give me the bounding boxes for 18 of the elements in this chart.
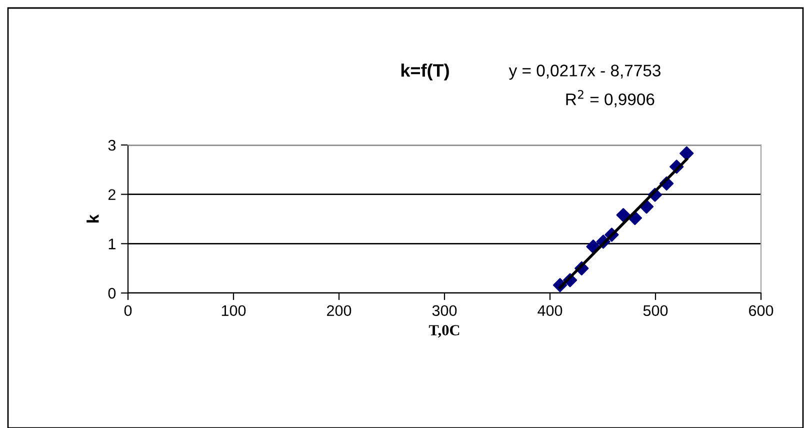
x-tick-label: 100 [222,305,246,316]
point [680,146,694,160]
text: y = 0,0217x - 8,7753 [508,64,660,80]
x-tick-label: 500 [643,305,668,316]
x-tick-label: 400 [538,305,562,316]
y-tick-label: 0 [108,288,116,299]
x-tick-label: 600 [749,305,774,316]
point [616,208,630,222]
chart-title: k=f(T) [401,64,449,80]
x-tick-label: 200 [327,305,352,316]
x-tick-label: 0 [124,305,132,316]
y-tick-label: 3 [108,140,116,151]
y-axis-title: k [86,214,99,222]
text: R$^{2}$ = 0,9906 [566,90,654,108]
x-axis-title: T,0C [428,325,460,338]
y-tick-label: 1 [108,238,116,250]
y-tick-label: 2 [108,189,116,200]
x-tick-label: 300 [432,305,457,316]
